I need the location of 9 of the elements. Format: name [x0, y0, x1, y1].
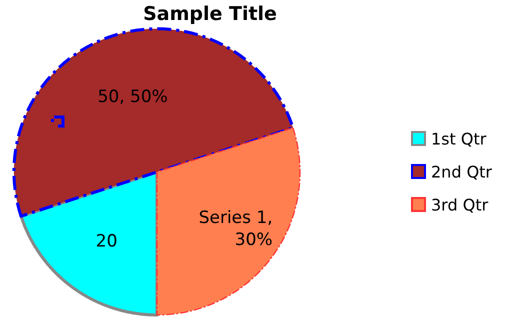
pie-slice: [156, 127, 300, 316]
data-label: 20: [96, 231, 118, 252]
legend-label: 1st Qtr: [431, 130, 487, 148]
data-label: 50, 50%: [98, 87, 168, 108]
pie-slice: [20, 170, 158, 316]
legend-label: 3rd Qtr: [431, 196, 489, 214]
chart-title: Sample Title: [143, 3, 277, 25]
legend-label: 2nd Qtr: [431, 162, 492, 182]
data-label: Series 1, 30%: [198, 208, 273, 250]
